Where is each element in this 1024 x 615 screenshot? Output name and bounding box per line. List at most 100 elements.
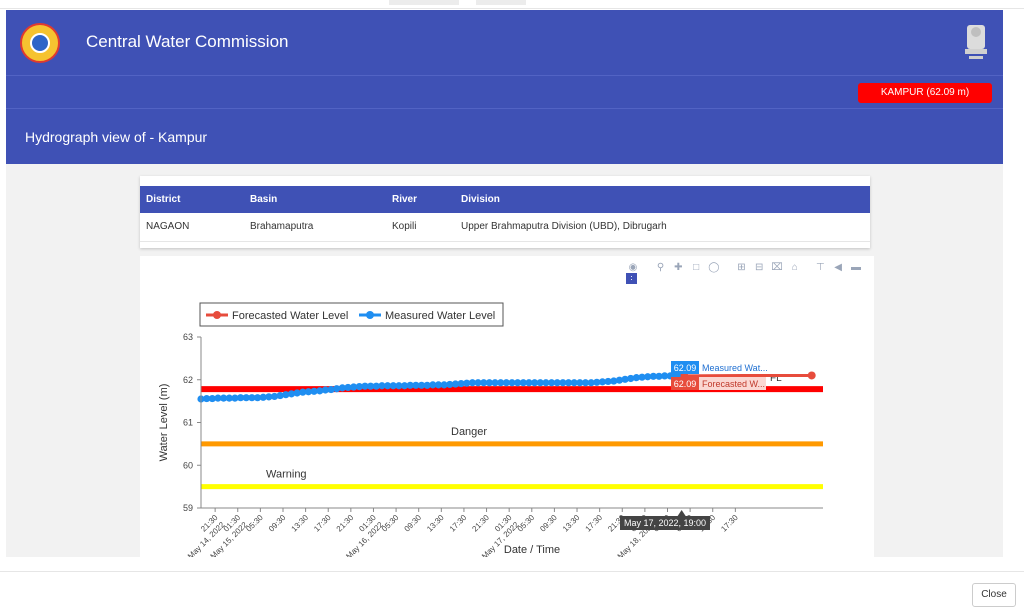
close-button[interactable]: Close — [972, 583, 1016, 607]
measured-point — [220, 394, 228, 402]
measured-point — [355, 382, 363, 391]
measured-point — [474, 379, 482, 387]
measured-point — [225, 394, 233, 402]
y-tick-label: 62 — [183, 375, 193, 385]
measured-point — [203, 394, 211, 403]
x-tick-label: 09:30 — [403, 513, 424, 534]
zoom-in-icon[interactable]: ⊞ — [737, 262, 746, 273]
measured-point — [593, 378, 601, 386]
threshold-label-fl: FL — [770, 373, 782, 384]
measured-point — [491, 379, 499, 387]
national-emblem-icon — [965, 25, 987, 59]
lasso-select-icon[interactable]: ◯ — [708, 262, 720, 273]
header-district: District — [140, 186, 244, 213]
measured-point — [576, 379, 584, 387]
autoscale-icon[interactable]: ⌧ — [771, 262, 783, 273]
zoom-out-icon[interactable]: ⊟ — [755, 262, 764, 273]
measured-point — [644, 373, 652, 381]
x-tick-label: 13:30 — [289, 513, 310, 534]
hover-compare-icon[interactable]: ▬ — [850, 262, 861, 273]
x-tick-label: 05:30 — [244, 513, 265, 534]
hover-measured-value-box — [671, 361, 699, 374]
measured-point — [417, 381, 426, 389]
measured-point — [519, 379, 527, 387]
x-tick-label: 17:30 — [584, 513, 605, 534]
measured-point — [321, 386, 329, 394]
hover-measured-label: Measured Wat... — [702, 363, 768, 373]
measured-point — [581, 379, 590, 387]
y-tick-label: 60 — [183, 460, 193, 470]
measured-point — [508, 379, 516, 387]
measured-point — [463, 379, 471, 387]
reset-axes-icon[interactable]: ⌂ — [791, 262, 798, 273]
measured-point — [400, 382, 409, 390]
camera-icon[interactable]: ◉ — [628, 262, 638, 273]
measured-point — [350, 383, 358, 391]
measured-point — [610, 377, 618, 385]
threshold-label-warning: Warning — [266, 469, 307, 481]
x-tick-label: 17:30 — [312, 513, 333, 534]
page-title: Hydrograph view of - Kampur — [25, 129, 208, 145]
browser-top-strip — [0, 0, 1024, 9]
measured-point — [649, 372, 657, 380]
hover-x-box — [620, 516, 710, 530]
app-title: Central Water Commission — [86, 32, 289, 51]
box-select-icon[interactable]: □ — [693, 262, 700, 273]
app-header: Central Water Commission — [6, 10, 1003, 75]
measured-point — [570, 379, 578, 387]
measured-point — [621, 375, 629, 383]
hover-forecast-label-box — [699, 377, 766, 390]
station-bar: KAMPUR (62.09 m) — [6, 75, 1003, 108]
plotly-logo-icon[interactable]: ∶ — [626, 273, 637, 284]
measured-point — [310, 387, 318, 395]
threshold-label-danger: Danger — [451, 426, 487, 438]
legend-measured-label: Measured Water Level — [385, 310, 495, 322]
zoom-icon[interactable]: ⚲ — [656, 262, 665, 273]
top-tab[interactable] — [476, 0, 526, 5]
measured-point — [468, 379, 477, 387]
measured-point — [327, 385, 335, 394]
station-info-card: District Basin River Division NAGAON Bra… — [140, 176, 870, 248]
spike-lines-icon[interactable]: ⊤ — [816, 262, 825, 273]
measured-point — [627, 374, 635, 383]
hover-x-pointer — [677, 510, 686, 516]
measured-point — [632, 374, 640, 382]
x-tick-label: 09:30 — [538, 513, 559, 534]
top-tab[interactable] — [389, 0, 459, 5]
measured-point — [214, 394, 222, 402]
measured-point — [395, 382, 403, 390]
measured-point — [423, 381, 431, 389]
hydrograph-plot[interactable]: FL Danger Warning 59 60 61 62 63 Water Level (m… — [140, 256, 874, 557]
measured-point — [502, 379, 510, 387]
hover-closest-icon[interactable]: ◀ — [834, 262, 842, 273]
table-row: NAGAON Brahamaputra Kopili Upper Brahmap… — [140, 213, 870, 242]
hover-forecast-label: Forecasted W... — [702, 379, 765, 389]
hydrograph-chart-card: ◉ ⚲ ✚ □ ◯ ⊞ ⊟ ⌧ ⌂ ⊤ ◀ ▬ ∶ FL Danger Warnin… — [140, 256, 874, 557]
measured-point — [299, 388, 307, 396]
header-division: Division — [455, 186, 870, 213]
measured-point — [378, 382, 386, 390]
cell-basin: Brahamaputra — [244, 213, 386, 242]
measured-point — [236, 394, 245, 402]
measured-point — [615, 376, 624, 384]
x-tick-label: 17:30 — [719, 513, 740, 534]
measured-point — [661, 372, 669, 380]
legend-forecast-label: Forecasted Water Level — [232, 310, 348, 322]
measured-point — [451, 380, 460, 388]
measured-point — [384, 382, 392, 390]
measured-point — [270, 392, 279, 401]
forecast-point — [807, 371, 816, 380]
measured-point — [412, 381, 420, 389]
header-basin: Basin — [244, 186, 386, 213]
y-tick-label: 61 — [183, 418, 193, 428]
header-river: River — [386, 186, 455, 213]
x-tick-label: 13:30 — [561, 513, 582, 534]
y-axis-title: Water Level (m) — [158, 384, 170, 462]
measured-point — [429, 381, 437, 389]
pan-icon[interactable]: ✚ — [674, 262, 683, 273]
measured-point — [287, 390, 296, 398]
measured-point — [434, 381, 443, 389]
station-badge[interactable]: KAMPUR (62.09 m) — [858, 83, 992, 103]
x-tick-label: 05:30 — [516, 513, 537, 534]
hover-forecast-value-box — [671, 377, 699, 390]
